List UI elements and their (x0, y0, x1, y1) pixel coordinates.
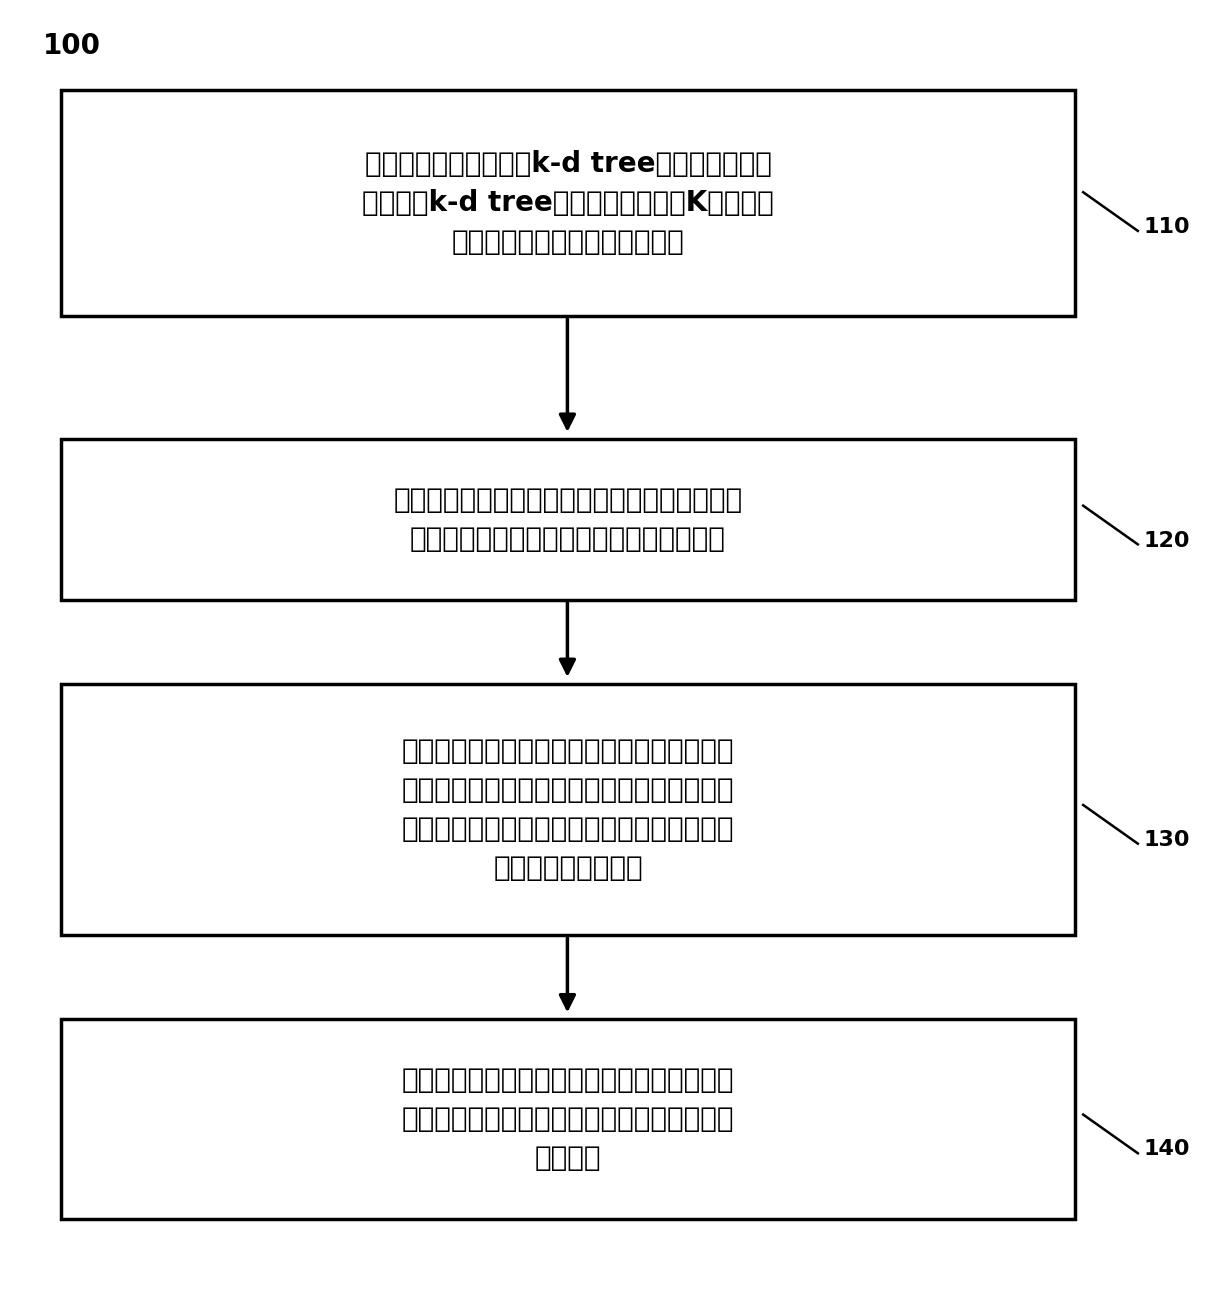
FancyBboxPatch shape (61, 90, 1075, 316)
FancyBboxPatch shape (61, 439, 1075, 600)
Text: 120: 120 (1143, 530, 1191, 551)
Text: 根据每个点的法向量和平面曲率，通过区域生长
和区域合并，将散乱点云分为多个三维平面: 根据每个点的法向量和平面曲率，通过区域生长 和区域合并，将散乱点云分为多个三维平… (394, 486, 742, 552)
Text: 对于每一个三维平面，将其内的所有点投影到
预设平面上，形成一个二维影像，提取二维影
像的二维线段，并将二维线段反投影到三维平
面上，得到三维线段: 对于每一个三维平面，将其内的所有点投影到 预设平面上，形成一个二维影像，提取二维… (402, 737, 734, 882)
Text: 通过对每一个三维平面对应的三维线段进行异
常线段移除和线段合并，得到散乱点云的新的
三维线段: 通过对每一个三维平面对应的三维线段进行异 常线段移除和线段合并，得到散乱点云的新… (402, 1066, 734, 1173)
Text: 100: 100 (43, 32, 101, 61)
Text: 110: 110 (1143, 217, 1191, 237)
FancyBboxPatch shape (61, 684, 1075, 935)
Text: 130: 130 (1143, 829, 1191, 850)
FancyBboxPatch shape (61, 1019, 1075, 1219)
Text: 对输入的散乱点云构建k-d tree后，对每一个点
利用其在k-d tree中的周围最邻近的K个点，拟
合得到该点的法向量和平面曲率: 对输入的散乱点云构建k-d tree后，对每一个点 利用其在k-d tree中的… (362, 150, 774, 257)
Text: 140: 140 (1143, 1139, 1191, 1160)
